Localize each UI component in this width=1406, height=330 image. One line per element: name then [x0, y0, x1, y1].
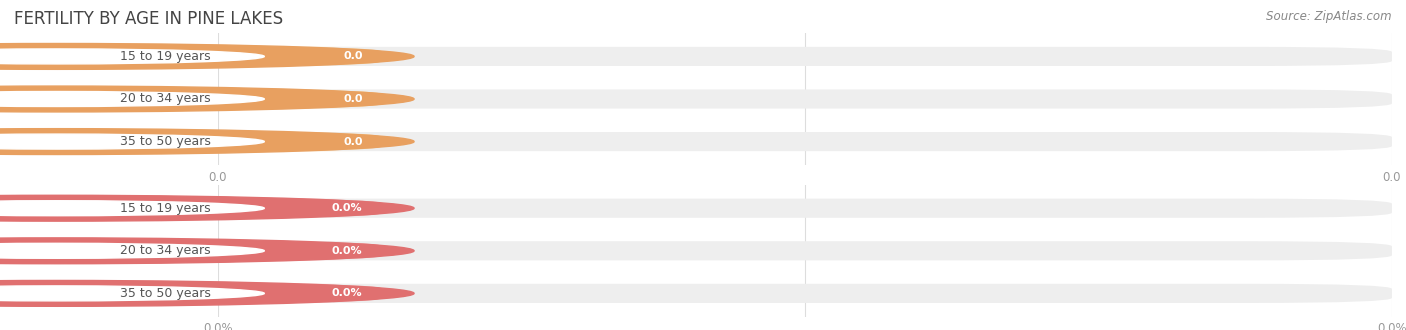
Text: FERTILITY BY AGE IN PINE LAKES: FERTILITY BY AGE IN PINE LAKES — [14, 10, 283, 28]
Circle shape — [0, 134, 264, 149]
FancyBboxPatch shape — [218, 89, 382, 109]
FancyBboxPatch shape — [218, 132, 382, 151]
Text: 20 to 34 years: 20 to 34 years — [121, 244, 211, 257]
Circle shape — [0, 280, 413, 306]
FancyBboxPatch shape — [218, 241, 1392, 260]
Text: 20 to 34 years: 20 to 34 years — [121, 92, 211, 106]
Circle shape — [0, 44, 413, 69]
Text: 0.0%: 0.0% — [332, 288, 363, 298]
FancyBboxPatch shape — [218, 284, 1392, 303]
FancyBboxPatch shape — [218, 47, 382, 66]
Text: 0.0: 0.0 — [343, 51, 363, 61]
FancyBboxPatch shape — [218, 47, 1392, 66]
Circle shape — [0, 243, 264, 258]
Text: 0.0%: 0.0% — [332, 246, 363, 256]
Circle shape — [0, 49, 264, 64]
Text: Source: ZipAtlas.com: Source: ZipAtlas.com — [1267, 10, 1392, 23]
Circle shape — [0, 129, 413, 154]
FancyBboxPatch shape — [218, 199, 382, 218]
Text: 35 to 50 years: 35 to 50 years — [120, 287, 211, 300]
Text: 15 to 19 years: 15 to 19 years — [121, 50, 211, 63]
Circle shape — [0, 286, 264, 301]
FancyBboxPatch shape — [218, 241, 382, 260]
FancyBboxPatch shape — [218, 89, 1392, 109]
Text: 0.0: 0.0 — [343, 94, 363, 104]
Circle shape — [0, 86, 413, 112]
FancyBboxPatch shape — [218, 132, 1392, 151]
FancyBboxPatch shape — [218, 284, 382, 303]
Text: 15 to 19 years: 15 to 19 years — [121, 202, 211, 215]
Text: 0.0%: 0.0% — [332, 203, 363, 213]
FancyBboxPatch shape — [218, 199, 1392, 218]
Circle shape — [0, 195, 413, 221]
Circle shape — [0, 91, 264, 107]
Text: 35 to 50 years: 35 to 50 years — [120, 135, 211, 148]
Circle shape — [0, 201, 264, 216]
Circle shape — [0, 238, 413, 264]
Text: 0.0: 0.0 — [343, 137, 363, 147]
